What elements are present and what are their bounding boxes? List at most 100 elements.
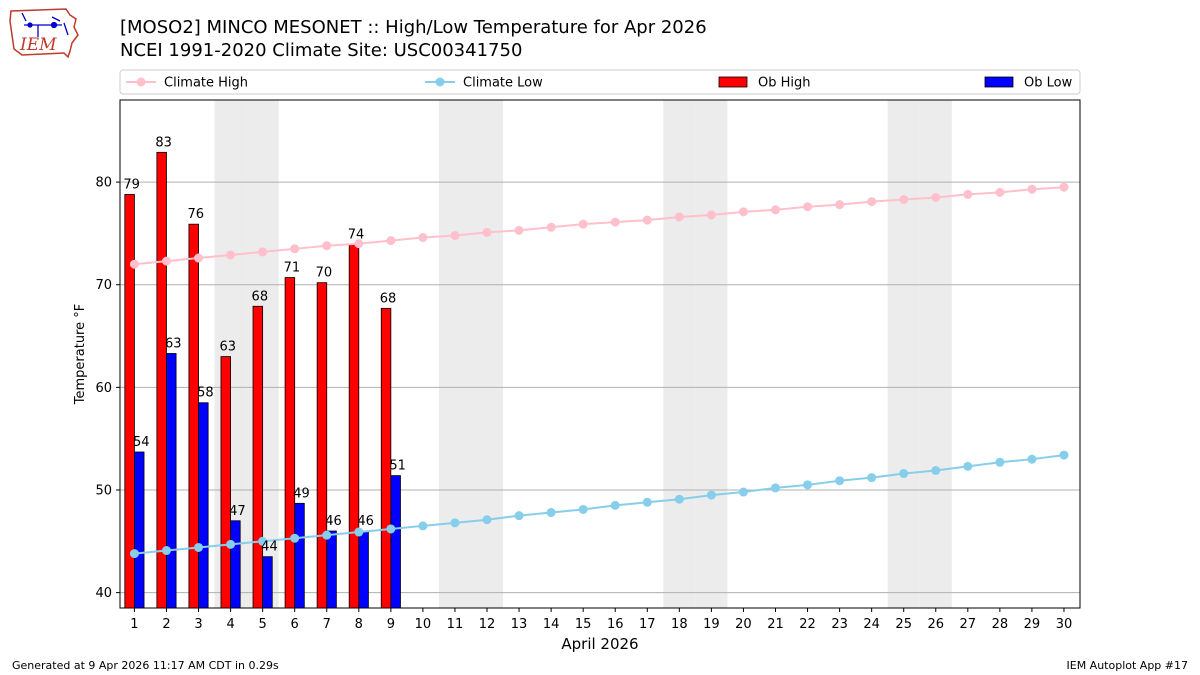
ob-high-bar bbox=[348, 244, 360, 609]
logo-text: IEM bbox=[19, 35, 57, 55]
x-tick-label: 1 bbox=[130, 617, 138, 632]
bars bbox=[124, 151, 401, 609]
legend-label: Climate High bbox=[164, 76, 248, 91]
ob-high-label: 68 bbox=[380, 291, 397, 306]
climate-low-point bbox=[290, 533, 300, 543]
ob-low-label: 46 bbox=[357, 514, 374, 529]
ob-high-bar bbox=[316, 282, 328, 609]
climate-low-point bbox=[578, 504, 588, 514]
climate-high-point bbox=[418, 233, 428, 243]
bar-value-labels: 79 83 76 63 68 71 70 74 68 54 63 58 47 44 49 46 46 51 bbox=[123, 135, 406, 554]
climate-high-point bbox=[546, 222, 556, 232]
ob-low-label: 63 bbox=[165, 336, 182, 351]
climate-low-point bbox=[322, 530, 332, 540]
weekend-shade-band bbox=[887, 100, 920, 608]
y-axis-label: Temperature °F bbox=[73, 304, 88, 405]
ob-low-bar bbox=[294, 502, 305, 609]
x-tick-label: 23 bbox=[831, 617, 848, 632]
generated-timestamp: Generated at 9 Apr 2026 11:17 AM CDT in … bbox=[12, 659, 279, 672]
x-tick-label: 17 bbox=[639, 617, 656, 632]
grid-lines bbox=[120, 181, 1080, 594]
x-tick-label: 19 bbox=[703, 617, 720, 632]
climate-low-point bbox=[738, 487, 748, 497]
climate-high-point bbox=[835, 200, 845, 210]
climate-high-point bbox=[482, 227, 492, 237]
legend-bar-swatch bbox=[718, 76, 748, 88]
ob-low-bar bbox=[198, 402, 209, 609]
climate-low-point bbox=[803, 480, 813, 490]
climate-high-point bbox=[226, 250, 236, 260]
climate-high-point bbox=[738, 207, 748, 217]
climate-high-point bbox=[258, 247, 268, 257]
y-tick-label: 80 bbox=[95, 176, 112, 191]
x-tick-label: 28 bbox=[992, 617, 1009, 632]
climate-high-point bbox=[290, 244, 300, 254]
x-tick-label: 10 bbox=[415, 617, 432, 632]
legend-marker-swatch bbox=[136, 77, 146, 87]
climate-high-point bbox=[1027, 184, 1037, 194]
x-tick-label: 5 bbox=[258, 617, 266, 632]
x-tick-label: 21 bbox=[767, 617, 784, 632]
climate-high-point bbox=[642, 215, 652, 225]
climate-high-point bbox=[770, 205, 780, 215]
climate-high-point bbox=[931, 192, 941, 202]
climate-lines bbox=[129, 182, 1069, 559]
climate-low-point bbox=[418, 521, 428, 531]
x-tick-label: 26 bbox=[927, 617, 944, 632]
climate-low-point bbox=[674, 494, 684, 504]
x-tick-label: 11 bbox=[447, 617, 464, 632]
x-tick-label: 16 bbox=[607, 617, 624, 632]
climate-high-point bbox=[514, 225, 524, 235]
climate-high-point bbox=[194, 253, 204, 263]
ob-low-bar bbox=[262, 556, 273, 609]
climate-high-point bbox=[386, 236, 396, 246]
x-tick-label: 2 bbox=[162, 617, 170, 632]
weekend-shade-band bbox=[438, 100, 471, 608]
x-tick-label: 25 bbox=[895, 617, 912, 632]
weekend-shade-band bbox=[470, 100, 504, 608]
climate-low-point bbox=[995, 457, 1005, 467]
legend-box bbox=[119, 69, 1081, 95]
x-tick-label: 20 bbox=[735, 617, 752, 632]
climate-low-point bbox=[931, 465, 941, 475]
y-tick-label: 50 bbox=[95, 483, 112, 498]
climate-low-line bbox=[134, 454, 1065, 555]
climate-high-point bbox=[706, 210, 716, 220]
x-tick-label: 8 bbox=[355, 617, 363, 632]
ob-low-label: 44 bbox=[261, 540, 278, 555]
ob-high-bar bbox=[156, 151, 167, 609]
climate-high-point bbox=[322, 241, 332, 251]
x-tick-label: 29 bbox=[1024, 617, 1041, 632]
ob-low-bar bbox=[230, 520, 241, 609]
x-tick-label: 3 bbox=[194, 617, 202, 632]
climate-low-point bbox=[386, 524, 396, 534]
x-axis-label: April 2026 bbox=[561, 635, 638, 653]
plot-frame bbox=[119, 99, 1081, 609]
climate-high-line bbox=[134, 186, 1065, 266]
y-tick-label: 70 bbox=[95, 278, 112, 293]
ob-low-label: 47 bbox=[229, 504, 246, 519]
climate-low-point bbox=[1059, 450, 1069, 460]
chart-subtitle: NCEI 1991-2020 Climate Site: USC00341750 bbox=[120, 40, 523, 61]
ob-high-bar bbox=[252, 305, 264, 609]
climate-low-point bbox=[963, 461, 973, 471]
chart-title: [MOSO2] MINCO MESONET :: High/Low Temper… bbox=[120, 17, 707, 38]
ob-high-label: 71 bbox=[284, 261, 301, 276]
climate-high-point bbox=[963, 189, 973, 199]
app-id: IEM Autoplot App #17 bbox=[1066, 659, 1189, 672]
ob-high-label: 76 bbox=[187, 207, 204, 222]
ob-high-label: 63 bbox=[220, 340, 237, 355]
climate-high-point bbox=[161, 256, 171, 266]
ob-low-bar bbox=[358, 530, 369, 609]
y-tick-label: 60 bbox=[95, 381, 112, 396]
legend-label: Ob Low bbox=[1024, 76, 1073, 91]
climate-high-point bbox=[995, 187, 1005, 197]
legend: Climate High Climate Low Ob High Ob Low bbox=[119, 69, 1081, 95]
climate-high-point bbox=[578, 219, 588, 229]
climate-low-point bbox=[899, 469, 909, 479]
weekend-shade-band bbox=[919, 100, 952, 608]
x-tick-label: 9 bbox=[387, 617, 395, 632]
climate-low-point bbox=[770, 483, 780, 493]
ob-low-label: 49 bbox=[293, 486, 310, 501]
